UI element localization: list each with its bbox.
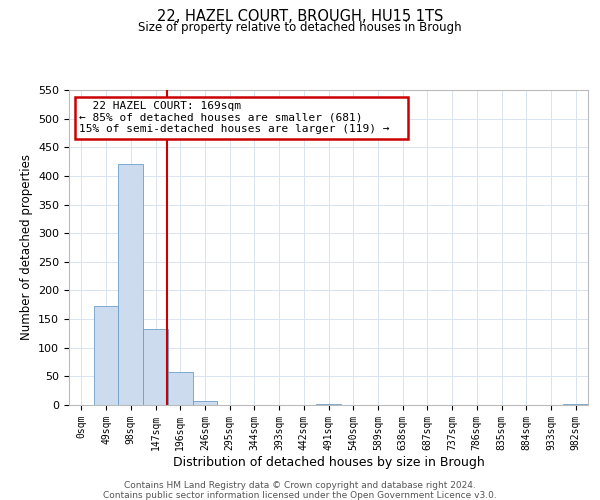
Text: Contains HM Land Registry data © Crown copyright and database right 2024.: Contains HM Land Registry data © Crown c… <box>124 481 476 490</box>
Bar <box>143 329 168 405</box>
Bar <box>316 404 341 405</box>
Text: Contains public sector information licensed under the Open Government Licence v3: Contains public sector information licen… <box>103 491 497 500</box>
Bar <box>118 164 143 405</box>
Bar <box>563 404 588 405</box>
Text: 22, HAZEL COURT, BROUGH, HU15 1TS: 22, HAZEL COURT, BROUGH, HU15 1TS <box>157 9 443 24</box>
X-axis label: Distribution of detached houses by size in Brough: Distribution of detached houses by size … <box>173 456 484 468</box>
Text: 22 HAZEL COURT: 169sqm
← 85% of detached houses are smaller (681)
15% of semi-de: 22 HAZEL COURT: 169sqm ← 85% of detached… <box>79 101 403 134</box>
Bar <box>168 372 193 405</box>
Text: Size of property relative to detached houses in Brough: Size of property relative to detached ho… <box>138 21 462 34</box>
Y-axis label: Number of detached properties: Number of detached properties <box>20 154 32 340</box>
Bar <box>193 401 217 405</box>
Bar <box>94 306 118 405</box>
